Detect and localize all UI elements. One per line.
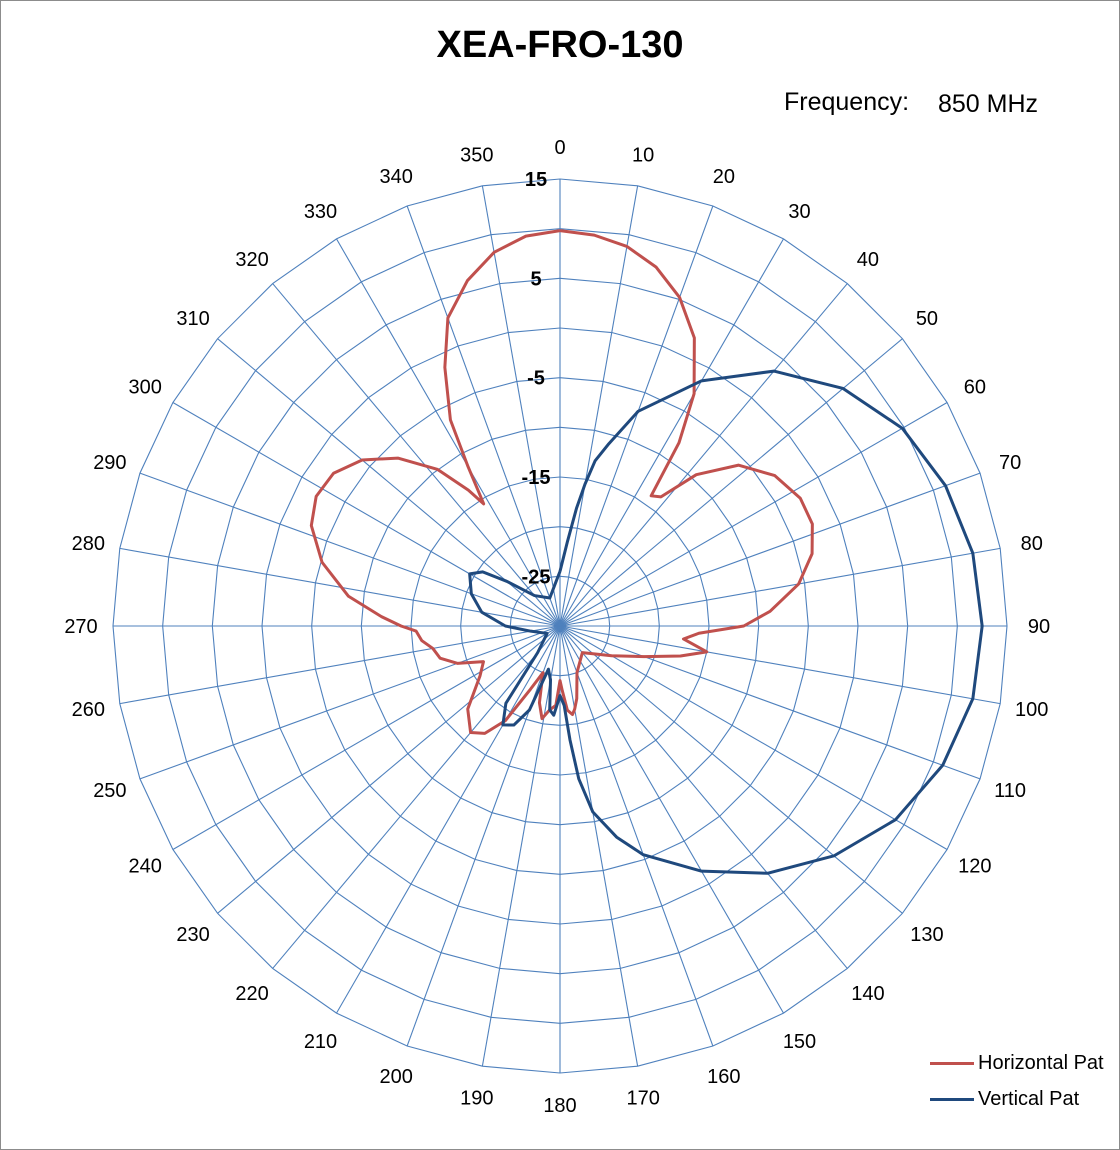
grid-spoke <box>139 625 561 780</box>
angle-tick-label: 170 <box>626 1088 659 1110</box>
angle-tick-label: 230 <box>176 924 209 946</box>
angle-tick-label: 90 <box>1028 616 1050 638</box>
angle-tick-label: 160 <box>707 1066 740 1088</box>
legend-swatch-vertical <box>930 1097 974 1101</box>
angle-tick-label: 40 <box>857 249 879 271</box>
angle-tick-label: 50 <box>916 308 938 330</box>
angle-tick-label: 110 <box>994 780 1026 802</box>
legend-swatch-horizontal <box>930 1061 974 1065</box>
grid-spoke <box>139 472 561 627</box>
grid-spoke <box>559 625 948 850</box>
grid-spoke <box>559 283 848 627</box>
angle-tick-label: 240 <box>128 856 161 878</box>
angle-tick-label: 140 <box>851 983 884 1005</box>
grid-spoke <box>481 625 561 1067</box>
angle-tick-label: 190 <box>460 1088 493 1110</box>
radial-tick-label: -15 <box>522 467 551 489</box>
angle-tick-label: 120 <box>958 856 991 878</box>
angle-tick-label: 60 <box>964 377 986 399</box>
grid-spoke <box>559 205 714 627</box>
grid-spoke <box>217 625 561 914</box>
angle-tick-label: 80 <box>1021 533 1043 555</box>
grid-spoke <box>217 338 561 627</box>
angle-tick-label: 100 <box>1015 699 1048 721</box>
grid-spoke <box>559 338 903 627</box>
grid-spoke <box>559 625 848 969</box>
grid-spoke <box>559 402 948 627</box>
grid-spoke <box>272 283 561 627</box>
grid-spoke <box>406 205 561 627</box>
grid-spoke <box>559 238 784 627</box>
legend: Horizontal Pat Vertical Pat <box>930 1045 1104 1117</box>
legend-entry-horizontal: Horizontal Pat <box>930 1045 1104 1081</box>
grid-spoke <box>336 238 561 627</box>
angle-tick-label: 20 <box>713 166 735 188</box>
angle-tick-label: 150 <box>783 1031 816 1053</box>
angle-tick-label: 320 <box>235 249 268 271</box>
angle-tick-label: 260 <box>72 699 105 721</box>
angle-tick-label: 200 <box>379 1066 412 1088</box>
frequency-label: Frequency: <box>784 88 910 116</box>
angle-tick-label: 220 <box>235 983 268 1005</box>
angle-tick-label: 180 <box>543 1095 576 1117</box>
legend-entry-vertical: Vertical Pat <box>930 1081 1104 1117</box>
legend-label-horizontal: Horizontal Pat <box>978 1051 1104 1074</box>
angle-tick-label: 310 <box>176 308 209 330</box>
series-layer <box>309 229 984 875</box>
grid-spoke <box>559 625 1001 705</box>
series-line-horizontal <box>309 229 814 735</box>
grid-spoke <box>559 472 981 627</box>
grid-spoke <box>272 625 561 969</box>
angle-tick-label: 300 <box>128 377 161 399</box>
angle-tick-label: 130 <box>910 924 943 946</box>
grid-spoke <box>172 402 561 627</box>
radial-tick-label: 15 <box>525 169 547 191</box>
angle-tick-label: 10 <box>632 144 654 166</box>
legend-label-vertical: Vertical Pat <box>978 1087 1080 1110</box>
frequency-value: 850 MHz <box>938 90 1039 118</box>
label-layer: 0 10 20 30 40 50 60 70 80 90 100 110 120 130 140 150 160… <box>64 137 1050 1117</box>
radial-tick-label: -25 <box>522 566 551 588</box>
angle-tick-label: 290 <box>93 452 126 474</box>
angle-tick-label: 250 <box>93 780 126 802</box>
chart-title: XEA-FRO-130 <box>436 24 684 66</box>
angle-tick-label: 270 <box>64 616 97 638</box>
grid-spoke <box>559 625 903 914</box>
grid-spoke <box>559 625 639 1067</box>
angle-tick-label: 0 <box>554 137 565 159</box>
angle-tick-label: 70 <box>999 452 1021 474</box>
grid-spoke <box>559 625 784 1014</box>
series-line-vertical <box>468 369 984 875</box>
grid-spoke <box>119 625 561 705</box>
grid-spoke <box>559 547 1001 627</box>
radial-tick-label: -5 <box>527 368 545 390</box>
angle-tick-label: 30 <box>788 201 810 223</box>
polar-grid <box>112 178 1008 1074</box>
angle-tick-label: 340 <box>379 166 412 188</box>
grid-spoke <box>559 185 639 627</box>
radial-tick-label: 5 <box>530 268 541 290</box>
angle-tick-label: 210 <box>304 1031 337 1053</box>
grid-spoke <box>559 625 981 780</box>
grid-spoke <box>172 625 561 850</box>
angle-tick-label: 280 <box>72 533 105 555</box>
grid-spoke <box>336 625 561 1014</box>
angle-tick-label: 330 <box>304 201 337 223</box>
grid-spoke <box>481 185 561 627</box>
grid-spoke <box>559 625 714 1047</box>
angle-tick-label: 350 <box>460 144 493 166</box>
